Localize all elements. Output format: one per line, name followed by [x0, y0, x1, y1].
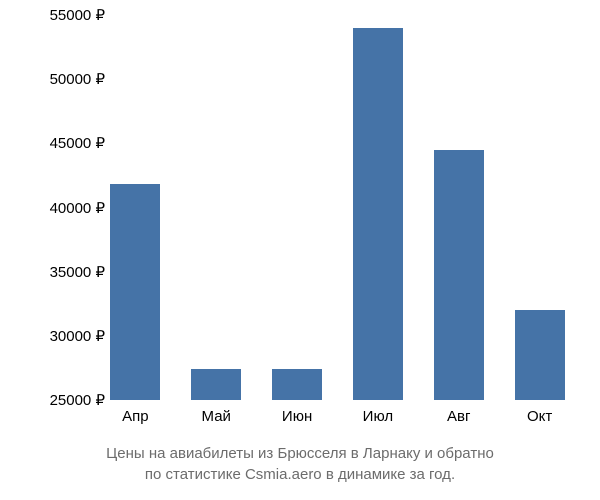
plot-area — [95, 15, 580, 400]
x-tick-label: Авг — [447, 408, 470, 425]
bar — [353, 28, 403, 400]
x-tick-label: Июн — [282, 408, 312, 425]
bar — [110, 184, 160, 400]
x-tick-label: Окт — [527, 408, 552, 425]
chart-caption: Цены на авиабилеты из Брюсселя в Ларнаку… — [0, 443, 600, 485]
bar — [515, 310, 565, 400]
x-tick-label: Май — [202, 408, 231, 425]
x-tick-label: Апр — [122, 408, 148, 425]
price-bar-chart — [95, 15, 580, 400]
y-tick-label: 25000 ₽ — [50, 391, 105, 409]
y-tick-label: 35000 ₽ — [50, 263, 105, 281]
bar — [272, 369, 322, 400]
bar — [191, 369, 241, 400]
y-tick-label: 55000 ₽ — [50, 6, 105, 24]
bar — [434, 150, 484, 400]
y-tick-label: 45000 ₽ — [50, 134, 105, 152]
y-tick-label: 40000 ₽ — [50, 199, 105, 217]
x-tick-label: Июл — [363, 408, 393, 425]
caption-line-2: по статистике Csmia.aero в динамике за г… — [145, 466, 455, 483]
y-tick-label: 30000 ₽ — [50, 327, 105, 345]
caption-line-1: Цены на авиабилеты из Брюсселя в Ларнаку… — [106, 445, 494, 462]
y-tick-label: 50000 ₽ — [50, 70, 105, 88]
